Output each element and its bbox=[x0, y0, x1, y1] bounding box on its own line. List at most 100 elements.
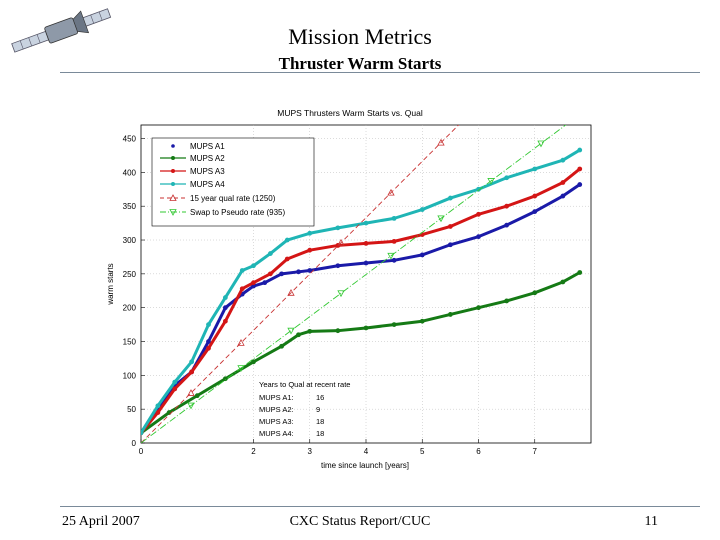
annotation-label: MUPS A3: bbox=[259, 417, 294, 426]
data-point bbox=[335, 263, 341, 269]
legend-entry-swap-rate: Swap to Pseudo rate (935) bbox=[160, 208, 286, 217]
data-point bbox=[532, 166, 538, 172]
data-point bbox=[189, 359, 195, 365]
rate-marker bbox=[187, 402, 195, 410]
warm-starts-chart: MUPS Thrusters Warm Starts vs. Qual 0 2 3 4… bbox=[106, 108, 592, 470]
legend-entry-mups-a1: MUPS A1 bbox=[171, 142, 225, 151]
footer-page-number: 11 bbox=[644, 514, 658, 529]
data-point bbox=[222, 376, 228, 382]
data-point bbox=[447, 195, 453, 201]
data-point bbox=[296, 332, 301, 338]
data-point bbox=[391, 238, 397, 244]
legend: MUPS A1 MUPS A2 MUPS A3 MUPS A4 15 year … bbox=[151, 137, 315, 227]
data-point bbox=[206, 339, 211, 344]
data-point bbox=[504, 298, 510, 304]
svg-text:MUPS A4: MUPS A4 bbox=[190, 180, 225, 189]
y-tick-label: 100 bbox=[123, 371, 137, 380]
satellite-icon bbox=[11, 8, 112, 53]
data-point bbox=[504, 222, 510, 228]
svg-text:MUPS A1: MUPS A1 bbox=[190, 142, 225, 151]
y-tick-label: 150 bbox=[123, 338, 137, 347]
legend-entry-mups-a4: MUPS A4 bbox=[160, 180, 225, 189]
x-tick-label: 0 bbox=[139, 447, 144, 456]
data-point bbox=[194, 393, 200, 399]
x-tick-label: 7 bbox=[533, 447, 538, 456]
data-point bbox=[560, 180, 566, 185]
series-1 bbox=[141, 270, 583, 436]
data-point bbox=[476, 186, 481, 192]
rate-marker bbox=[237, 339, 245, 346]
slide-subtitle: Thruster Warm Starts bbox=[278, 54, 442, 73]
rate-marker bbox=[437, 138, 445, 146]
data-point bbox=[296, 269, 301, 275]
data-point bbox=[447, 242, 453, 248]
footer-report-title: CXC Status Report/CUC bbox=[289, 514, 431, 529]
rate-marker bbox=[337, 290, 345, 298]
y-tick-label: 400 bbox=[123, 168, 137, 177]
data-point bbox=[419, 318, 425, 324]
slide-title: Mission Metrics bbox=[288, 24, 432, 49]
rate-marker bbox=[537, 140, 545, 148]
y-tick-label: 200 bbox=[123, 304, 137, 313]
data-point bbox=[222, 305, 228, 311]
data-point bbox=[447, 224, 453, 229]
data-point bbox=[363, 220, 369, 226]
top-divider bbox=[60, 72, 700, 73]
data-point bbox=[141, 430, 144, 436]
data-point bbox=[267, 251, 273, 256]
annotation-value: 16 bbox=[316, 393, 324, 402]
y-tick-label: 450 bbox=[123, 135, 137, 144]
x-tick-label: 2 bbox=[251, 447, 256, 456]
data-point bbox=[239, 268, 245, 273]
data-point bbox=[251, 263, 256, 269]
svg-text:MUPS A3: MUPS A3 bbox=[190, 167, 225, 176]
annotation-value: 18 bbox=[316, 429, 324, 438]
data-point bbox=[391, 322, 397, 327]
data-point bbox=[560, 193, 566, 199]
footer-date: 25 April 2007 bbox=[62, 514, 140, 529]
data-point bbox=[279, 343, 285, 349]
data-point bbox=[155, 410, 161, 415]
svg-text:15 year qual rate (1250): 15 year qual rate (1250) bbox=[190, 194, 276, 203]
data-point bbox=[504, 175, 510, 181]
data-point bbox=[363, 260, 369, 266]
data-point bbox=[391, 215, 397, 221]
data-point bbox=[206, 322, 211, 327]
data-point bbox=[222, 295, 228, 300]
data-point bbox=[307, 247, 313, 253]
data-point bbox=[577, 182, 583, 187]
x-axis-label: time since launch [years] bbox=[321, 461, 409, 470]
rate-line bbox=[141, 125, 567, 443]
data-point bbox=[560, 279, 566, 285]
data-point bbox=[363, 241, 369, 246]
data-point bbox=[447, 312, 453, 317]
axis-ticks: 0 2 3 4 5 6 7 0 50 100 150 200 250 300 350 400 450 bbox=[123, 135, 538, 456]
rate-marker bbox=[387, 188, 395, 196]
rate-marker bbox=[187, 389, 195, 396]
data-point bbox=[284, 237, 290, 243]
series-5 bbox=[141, 125, 567, 443]
annotation-value: 9 bbox=[316, 405, 320, 414]
data-point bbox=[532, 209, 538, 215]
annotation-label: MUPS A1: bbox=[259, 393, 294, 402]
data-point bbox=[419, 207, 425, 212]
rate-marker bbox=[387, 252, 395, 260]
series-3 bbox=[141, 147, 583, 436]
data-point bbox=[189, 369, 195, 375]
svg-text:MUPS A2: MUPS A2 bbox=[190, 154, 225, 163]
data-point bbox=[476, 234, 481, 240]
legend-box bbox=[151, 137, 315, 227]
rate-line bbox=[141, 125, 460, 443]
y-tick-label: 350 bbox=[123, 202, 137, 211]
data-point bbox=[532, 290, 538, 296]
data-point bbox=[251, 359, 256, 365]
x-tick-label: 3 bbox=[308, 447, 313, 456]
data-point bbox=[532, 193, 538, 199]
data-point bbox=[504, 203, 510, 209]
data-point bbox=[172, 379, 178, 385]
data-point bbox=[172, 386, 178, 392]
y-tick-label: 250 bbox=[123, 270, 137, 279]
data-point bbox=[476, 211, 481, 217]
data-point bbox=[262, 280, 268, 286]
data-point bbox=[577, 270, 583, 275]
